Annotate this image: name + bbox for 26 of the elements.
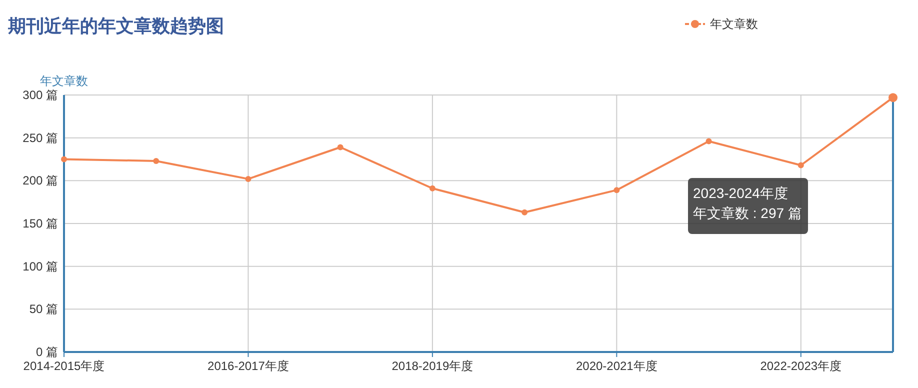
point <box>614 187 620 194</box>
annotation: 年文章数 : 297 篇 <box>693 205 802 221</box>
x-tick-label: 2020-2021年度 <box>576 359 658 373</box>
y-tick-label: 200 篇 <box>22 174 58 188</box>
x-tick-label: 2014-2015年度 <box>23 359 105 373</box>
point <box>153 158 160 164</box>
y-tick-label: 0 篇 <box>36 345 58 359</box>
point <box>61 156 67 162</box>
x-tick-label: 2022-2023年度 <box>760 359 842 373</box>
chart-title: 期刊近年的年文章数趋势图 <box>7 16 224 36</box>
point <box>522 209 528 216</box>
x-tick-label: 2018-2019年度 <box>392 359 474 373</box>
point <box>337 144 344 150</box>
x-tick-label: 2016-2017年度 <box>208 359 289 373</box>
point <box>429 185 436 192</box>
annotation: 2023-2024年度 <box>693 185 788 201</box>
y-tick-label: 50 篇 <box>29 302 58 316</box>
point <box>798 162 804 168</box>
y-tick-label: 150 篇 <box>22 216 58 230</box>
y-tick-label: 250 篇 <box>22 130 58 145</box>
point <box>706 138 712 144</box>
legend-label: 年文章数 <box>710 17 758 31</box>
point <box>245 176 252 182</box>
y-tick-label: 100 篇 <box>22 259 58 274</box>
y-axis-title: 年文章数 <box>40 74 88 88</box>
y-tick-label: 300 篇 <box>22 88 58 102</box>
